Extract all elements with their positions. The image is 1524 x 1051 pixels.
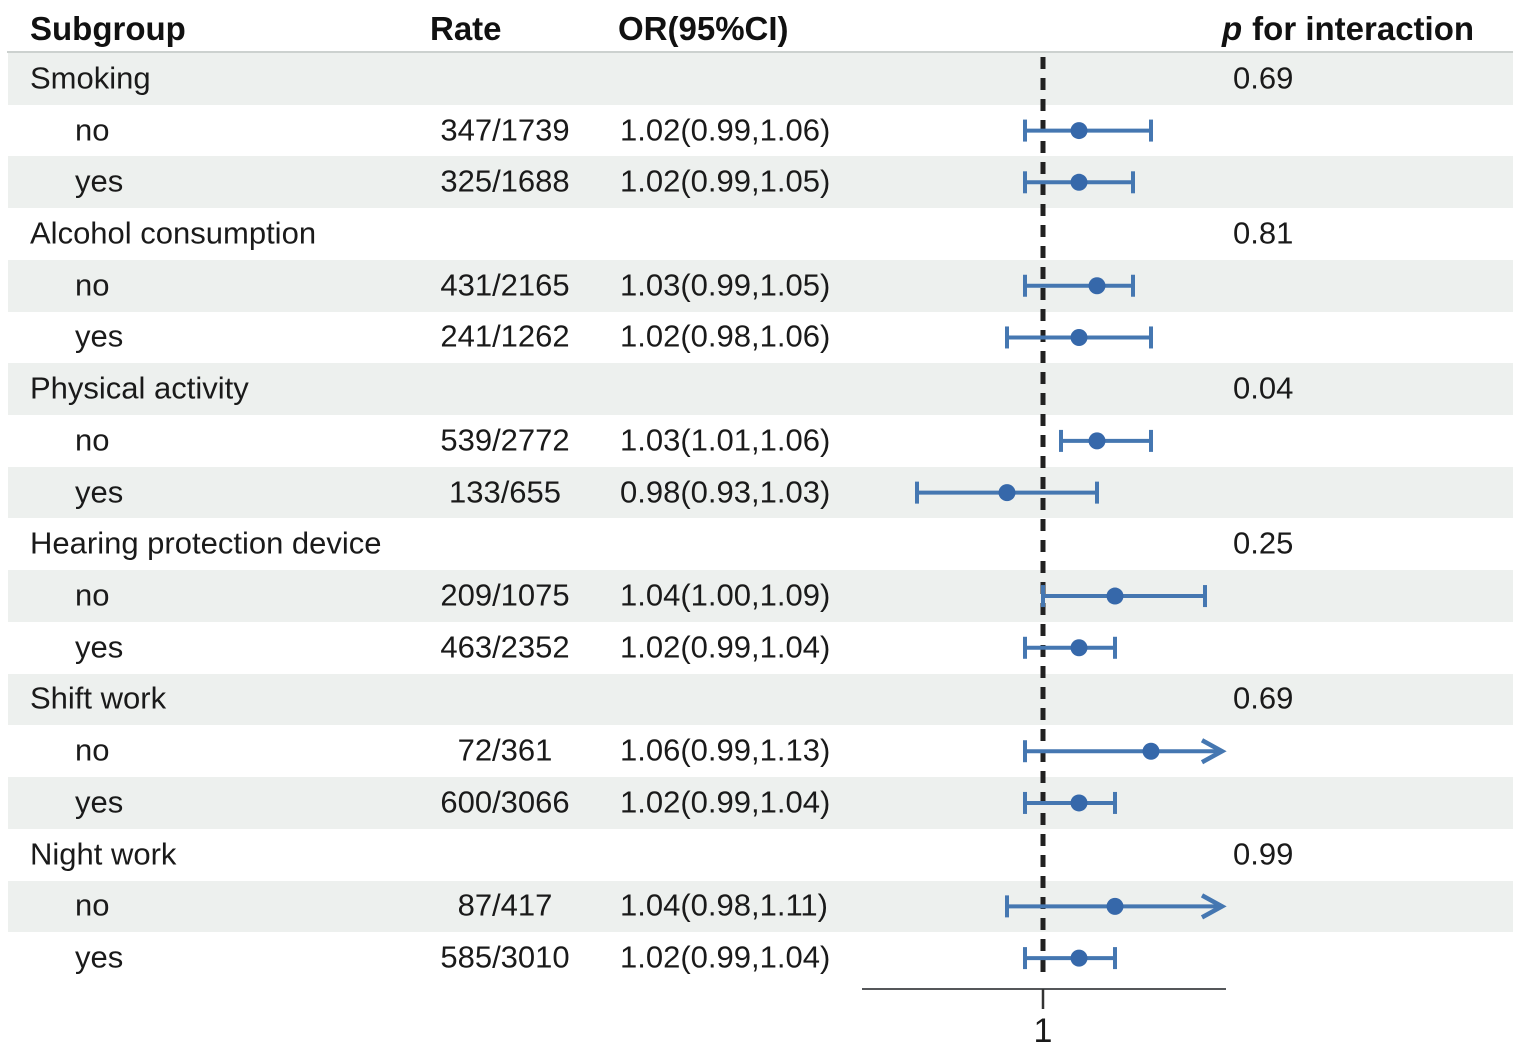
- subgroup-label: Hearing protection device: [30, 525, 382, 561]
- subgroup-label: no: [75, 422, 110, 458]
- table-row: yes 133/655 0.98(0.93,1.03): [0, 466, 1524, 519]
- or-ci-value: 1.02(0.98,1.06): [620, 318, 831, 354]
- column-header-subgroup: Subgroup: [30, 10, 186, 47]
- rate-value: 241/1262: [440, 318, 570, 354]
- subgroup-label: no: [75, 267, 110, 303]
- row-band: [8, 363, 1513, 416]
- or-ci-value: 1.06(0.99,1.13): [620, 732, 831, 768]
- subgroup-label: no: [75, 887, 110, 923]
- or-ci-value: 1.03(0.99,1.05): [620, 267, 831, 303]
- subgroup-label: yes: [75, 629, 124, 665]
- or-ci-value: 0.98(0.93,1.03): [620, 473, 831, 509]
- or-ci-value: 1.02(0.99,1.04): [620, 939, 831, 975]
- table-row: yes 325/1688 1.02(0.99,1.05): [0, 156, 1524, 209]
- rows: Smoking 0.69 no 347/1739 1.02(0.99,1.06) yes 3…: [0, 53, 1524, 984]
- rate-value: 87/417: [457, 887, 553, 923]
- rate-value: 600/3066: [440, 784, 570, 820]
- subgroup-label: Shift work: [30, 680, 167, 716]
- subgroup-label: yes: [75, 163, 124, 199]
- row-band: [8, 673, 1513, 726]
- p-interaction-value: 0.25: [1233, 525, 1294, 561]
- table-row: no 347/1739 1.02(0.99,1.06): [0, 105, 1524, 157]
- or-ci-value: 1.04(1.00,1.09): [620, 577, 831, 613]
- header-divider: [7, 51, 1513, 53]
- or-ci-value: 1.02(0.99,1.04): [620, 629, 831, 665]
- subgroup-label: yes: [75, 473, 124, 509]
- rate-value: 347/1739: [440, 111, 570, 147]
- rate-value: 209/1075: [440, 577, 570, 613]
- table-row: yes 600/3066 1.02(0.99,1.04): [0, 777, 1524, 829]
- or-ci-value: 1.03(1.01,1.06): [620, 422, 831, 458]
- p-interaction-value: 0.04: [1233, 370, 1294, 406]
- p-interaction-value: 0.69: [1233, 680, 1294, 716]
- table-row: no 72/361 1.06(0.99,1.13): [0, 725, 1524, 777]
- column-header-rate: Rate: [430, 10, 502, 47]
- table-row: Hearing protection device 0.25: [0, 518, 1524, 570]
- row-band: [8, 259, 1513, 312]
- rate-value: 325/1688: [440, 163, 570, 199]
- column-header-p-interaction: p for interaction: [1222, 8, 1474, 50]
- table-row: yes 463/2352 1.02(0.99,1.04): [0, 622, 1524, 674]
- table-row: Night work 0.99: [0, 829, 1524, 881]
- table-row: Smoking 0.69: [0, 53, 1524, 105]
- table-row: no 87/417 1.04(0.98,1.11): [0, 880, 1524, 933]
- subgroup-label: Smoking: [30, 60, 151, 96]
- subgroup-label: yes: [75, 784, 124, 820]
- rate-value: 431/2165: [440, 267, 570, 303]
- row-band: [8, 777, 1513, 829]
- p-interaction-text: for interaction: [1252, 10, 1475, 47]
- rate-value: 72/361: [457, 732, 553, 768]
- rate-value: 539/2772: [440, 422, 570, 458]
- rate-value: 463/2352: [440, 629, 570, 665]
- table-row: Shift work 0.69: [0, 673, 1524, 726]
- subgroup-label: Physical activity: [30, 370, 249, 406]
- or-ci-value: 1.02(0.99,1.06): [620, 111, 831, 147]
- table-row: Alcohol consumption 0.81: [0, 208, 1524, 260]
- subgroup-label: no: [75, 577, 110, 613]
- subgroup-label: no: [75, 111, 110, 147]
- p-interaction-value: 0.69: [1233, 60, 1294, 96]
- rate-value: 133/655: [448, 473, 562, 509]
- row-band: [8, 156, 1513, 209]
- or-ci-value: 1.02(0.99,1.05): [620, 163, 831, 199]
- table-row: no 209/1075 1.04(1.00,1.09): [0, 570, 1524, 622]
- or-ci-value: 1.04(0.98,1.11): [620, 887, 828, 923]
- subgroup-label: Night work: [30, 835, 177, 871]
- subgroup-label: no: [75, 732, 110, 768]
- p-interaction-value: 0.81: [1233, 215, 1294, 251]
- table-row: yes 241/1262 1.02(0.98,1.06): [0, 312, 1524, 364]
- subgroup-label: yes: [75, 939, 124, 975]
- table-row: yes 585/3010 1.02(0.99,1.04): [0, 932, 1524, 984]
- p-interaction-value: 0.99: [1233, 835, 1294, 871]
- subgroup-label: yes: [75, 318, 124, 354]
- row-band: [8, 53, 1513, 105]
- rate-value: 585/3010: [440, 939, 570, 975]
- table-row: no 539/2772 1.03(1.01,1.06): [0, 415, 1524, 467]
- table-row: no 431/2165 1.03(0.99,1.05): [0, 259, 1524, 312]
- row-band: [8, 466, 1513, 519]
- row-band: [8, 570, 1513, 622]
- table-row: Physical activity 0.04: [0, 363, 1524, 416]
- row-band: [8, 880, 1513, 933]
- p-symbol: p: [1222, 10, 1243, 47]
- subgroup-label: Alcohol consumption: [30, 215, 317, 251]
- x-axis-tick-label: 1: [1034, 1012, 1053, 1050]
- or-ci-value: 1.02(0.99,1.04): [620, 784, 831, 820]
- column-header-or-ci: OR(95%CI): [618, 10, 789, 47]
